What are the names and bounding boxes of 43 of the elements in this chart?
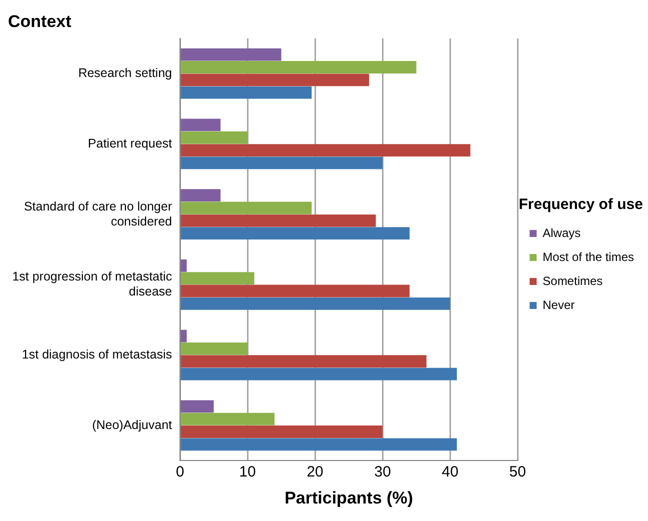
bar [180,272,254,285]
legend-label: Most of the times [542,250,634,264]
bar [180,368,457,380]
bar [180,259,187,272]
bar [180,131,248,144]
x-tick-label: 20 [306,464,324,481]
bar [180,297,450,310]
y-tick-label: Research setting [78,66,172,80]
bar [180,144,470,156]
bar [180,438,457,451]
bar [180,426,383,438]
y-tick-label: Patient request [88,136,173,150]
y-tick-label: (Neo)Adjuvant [92,418,173,432]
bar [180,355,426,368]
legend-title: Frequency of use [518,196,643,214]
bar [180,227,410,240]
x-axis-title: Participants (%) [284,488,414,508]
bar [180,400,214,413]
legend-label: Never [542,298,575,312]
x-tick-label: 40 [442,464,458,481]
y-tick-label: Standard of care no longer considered [24,199,172,228]
bar [180,61,416,74]
bar [180,74,370,86]
text: Context [8,12,72,31]
x-tick-label: 30 [374,464,391,481]
bar [180,118,221,132]
legend-label: Always [542,226,581,240]
x-tick-label: 0 [176,464,184,481]
bar [180,342,248,355]
y-tick-label: 1st diagnosis of metastasis [22,348,172,362]
legend-label: Sometimes [542,274,603,288]
bar [180,412,275,426]
bar [180,48,282,61]
x-tick-label: 50 [509,464,526,481]
bar [180,330,187,342]
bar [180,156,383,170]
y-tick-label: 1st progression of metastatic disease [12,270,172,299]
bar [180,86,312,99]
bar [180,284,410,298]
bar [180,202,312,214]
bar [180,214,376,227]
x-tick-label: 10 [239,464,256,481]
bar [180,189,221,202]
